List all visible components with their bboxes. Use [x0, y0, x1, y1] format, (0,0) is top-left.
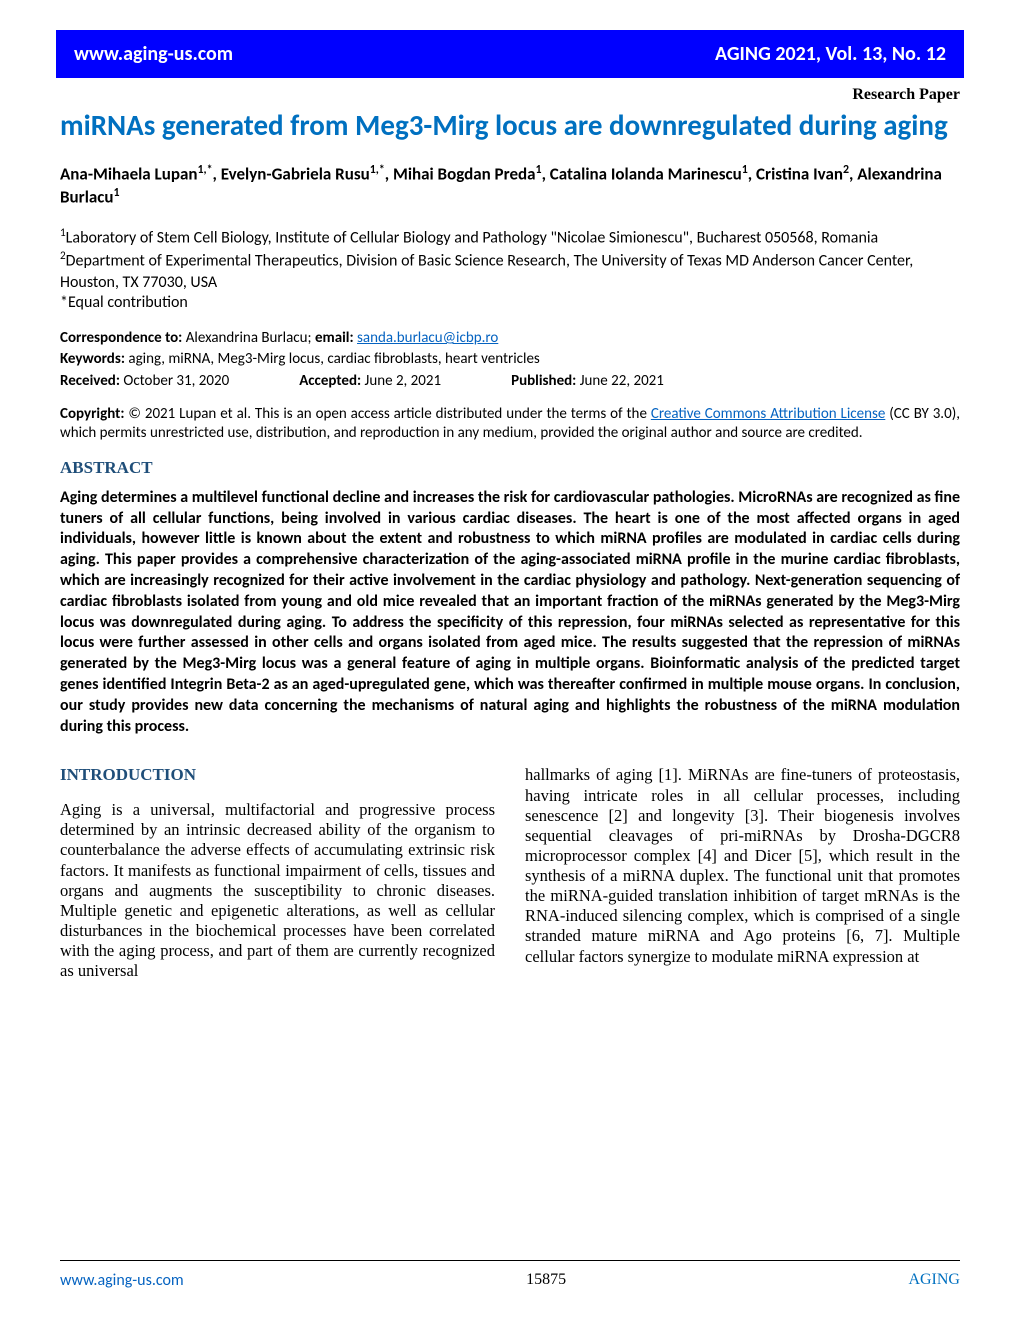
- keywords-line: Keywords: aging, miRNA, Meg3-Mirg locus,…: [60, 349, 960, 369]
- correspondence-block: Correspondence to: Alexandrina Burlacu; …: [60, 328, 960, 391]
- journal-header-bar: www.aging-us.com AGING 2021, Vol. 13, No…: [56, 30, 964, 78]
- correspondence-email-link[interactable]: sanda.burlacu@icbp.ro: [357, 329, 498, 347]
- copyright-label: Copyright:: [60, 405, 124, 423]
- introduction-col1-text: Aging is a universal, multifactorial and…: [60, 800, 495, 981]
- introduction-heading: INTRODUCTION: [60, 765, 495, 786]
- keywords-label: Keywords:: [60, 350, 125, 368]
- column-left: INTRODUCTION Aging is a universal, multi…: [60, 765, 495, 981]
- correspondence-label: Correspondence to:: [60, 329, 182, 347]
- keywords-value: aging, miRNA, Meg3-Mirg locus, cardiac f…: [128, 350, 539, 368]
- header-journal-issue: AGING 2021, Vol. 13, No. 12: [715, 42, 946, 66]
- correspondence-line: Correspondence to: Alexandrina Burlacu; …: [60, 328, 960, 348]
- dates-line: Received: October 31, 2020 Accepted: Jun…: [60, 371, 960, 391]
- published-date: Published: June 22, 2021: [511, 371, 664, 391]
- copyright-block: Copyright: © 2021 Lupan et al. This is a…: [60, 405, 960, 444]
- accepted-date: Accepted: June 2, 2021: [299, 371, 441, 391]
- footer-journal-name: AGING: [908, 1271, 960, 1290]
- footer-website: www.aging-us.com: [60, 1271, 184, 1290]
- header-website: www.aging-us.com: [74, 42, 233, 66]
- email-label: email:: [315, 329, 354, 347]
- correspondence-value: Alexandrina Burlacu;: [186, 329, 312, 347]
- column-right: hallmarks of aging [1]. MiRNAs are fine-…: [525, 765, 960, 981]
- paper-type-label: Research Paper: [60, 86, 960, 104]
- introduction-col2-text: hallmarks of aging [1]. MiRNAs are fine-…: [525, 765, 960, 966]
- footer-page-number: 15875: [526, 1271, 566, 1290]
- page-footer: www.aging-us.com 15875 AGING: [60, 1260, 960, 1290]
- article-title: miRNAs generated from Meg3-Mirg locus ar…: [60, 108, 960, 143]
- body-columns: INTRODUCTION Aging is a universal, multi…: [60, 765, 960, 981]
- authors-line: Ana-Mihaela Lupan1,*, Evelyn-Gabriela Ru…: [60, 163, 960, 209]
- copyright-text-before: © 2021 Lupan et al. This is an open acce…: [128, 405, 650, 423]
- received-date: Received: October 31, 2020: [60, 371, 229, 391]
- abstract-heading: ABSTRACT: [60, 458, 960, 478]
- cc-license-link[interactable]: Creative Commons Attribution License: [651, 405, 885, 423]
- affiliations-block: 1Laboratory of Stem Cell Biology, Instit…: [60, 226, 960, 314]
- abstract-text: Aging determines a multilevel functional…: [60, 488, 960, 738]
